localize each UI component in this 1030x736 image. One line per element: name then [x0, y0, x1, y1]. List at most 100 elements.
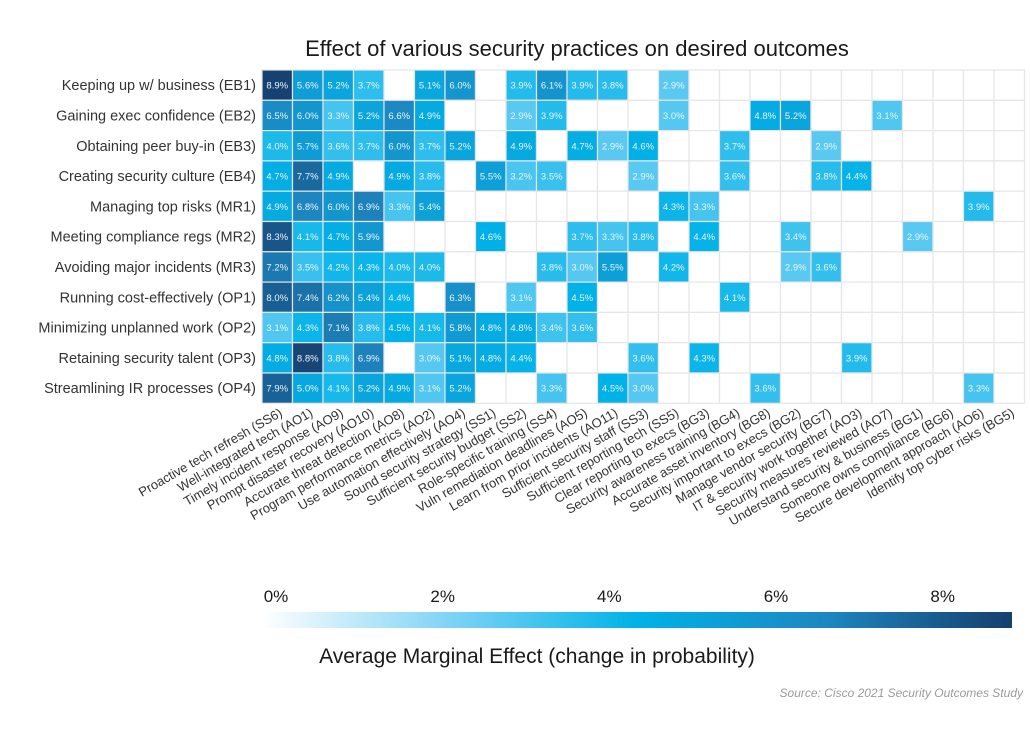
heatmap-cell [749, 342, 782, 374]
heatmap-cell [535, 251, 568, 283]
heatmap-cell [596, 372, 629, 404]
row-label: Managing top risks (MR1) [90, 199, 256, 215]
cell-value-label: 4.8% [480, 323, 502, 334]
cell-value-label: 4.0% [388, 262, 410, 273]
heatmap-cell [627, 190, 660, 223]
heatmap-cell [962, 281, 995, 314]
cell-value-label: 3.8% [632, 232, 654, 243]
cell-value-label: 3.9% [510, 81, 532, 92]
heatmap-cell [993, 99, 1026, 132]
heatmap-cell [566, 160, 599, 192]
heatmap-cell [535, 220, 568, 253]
heatmap-cell [901, 342, 934, 374]
heatmap-cell [688, 130, 721, 162]
cell-value-label: 5.1% [449, 353, 471, 364]
cell-value-label: 7.1% [327, 323, 349, 334]
heatmap-cell [352, 160, 385, 192]
cell-value-label: 3.6% [571, 323, 593, 334]
heatmap-cell [627, 99, 660, 132]
cell-value-label: 4.2% [327, 262, 349, 273]
heatmap-cell [596, 342, 629, 374]
heatmap-cell [810, 190, 843, 223]
heatmap-cell [444, 99, 477, 132]
cell-value-label: 6.9% [358, 353, 380, 364]
heatmap-cell [444, 69, 477, 101]
heatmap-cell [383, 99, 416, 132]
heatmap-cell [932, 311, 965, 344]
heatmap-cell [901, 69, 934, 101]
heatmap-cell [535, 99, 568, 132]
cell-value-label: 4.1% [297, 232, 319, 243]
heatmap-cell [962, 130, 995, 162]
heatmap-cell [840, 160, 873, 192]
heatmap-cell [749, 130, 782, 162]
heatmap-cell [749, 190, 782, 223]
heatmap-cell [779, 372, 812, 404]
heatmap-cell [993, 251, 1026, 283]
heatmap-cell [413, 220, 446, 253]
colorbar-tick-label: 6% [764, 587, 789, 606]
heatmap-cell [413, 99, 446, 132]
heatmap-cell [474, 99, 507, 132]
heatmap-cell [444, 190, 477, 223]
heatmap-cell [688, 190, 721, 223]
cell-value-label: 3.3% [388, 202, 410, 213]
heatmap-cell [535, 311, 568, 344]
heatmap-cell [535, 69, 568, 101]
heatmap-cell [627, 281, 660, 314]
heatmap-cell [657, 281, 690, 314]
cell-value-label: 4.3% [663, 202, 685, 213]
heatmap-cell [871, 69, 904, 101]
heatmap-cell [627, 251, 660, 283]
cell-value-label: 3.7% [358, 141, 380, 152]
heatmap-cell [566, 281, 599, 314]
cell-value-label: 6.5% [266, 111, 288, 122]
heatmap-cell [688, 251, 721, 283]
heatmap-cell [993, 372, 1026, 404]
cell-value-label: 4.9% [388, 384, 410, 395]
heatmap-cell [932, 160, 965, 192]
colorbar-tick-label: 2% [430, 587, 455, 606]
heatmap-cell [810, 69, 843, 101]
heatmap-cell [474, 190, 507, 223]
heatmap-cell [932, 372, 965, 404]
row-labels: Keeping up w/ business (EB1) Gaining exec… [38, 78, 256, 397]
cell-value-label: 4.4% [510, 353, 532, 364]
heatmap-cell [871, 130, 904, 162]
heatmap-cell [261, 160, 294, 192]
cell-value-label: 5.2% [358, 111, 380, 122]
heatmap-cell [261, 281, 294, 314]
cell-value-label: 4.5% [571, 293, 593, 304]
cell-value-label: 3.2% [510, 172, 532, 183]
cell-value-label: 5.5% [602, 262, 624, 273]
heatmap-cell [291, 281, 324, 314]
heatmap-cell [932, 342, 965, 374]
heatmap-cell [871, 251, 904, 283]
heatmap-cell [596, 220, 629, 253]
colorbar-tick-label: 8% [930, 587, 955, 606]
heatmap-cell [718, 69, 751, 101]
cell-value-label: 3.0% [632, 384, 654, 395]
cell-value-label: 7.7% [297, 172, 319, 183]
heatmap-cell [993, 220, 1026, 253]
heatmap-cell [901, 190, 934, 223]
heatmap-cell [688, 69, 721, 101]
heatmap-cell [413, 190, 446, 223]
source-note: Source: Cisco 2021 Security Outcomes Stu… [780, 686, 1024, 700]
cell-value-label: 3.4% [785, 232, 807, 243]
cell-value-label: 2.9% [632, 172, 654, 183]
cell-value-label: 3.3% [968, 384, 990, 395]
heatmap-cell [657, 190, 690, 223]
heatmap-cell [535, 342, 568, 374]
colorbar-tick-label: 4% [597, 587, 622, 606]
heatmap-cell [810, 130, 843, 162]
cell-value-label: 4.9% [266, 202, 288, 213]
heatmap-cell [505, 251, 538, 283]
colorbar-gradient [262, 612, 1012, 628]
row-label: Obtaining peer buy-in (EB3) [76, 139, 256, 155]
cell-value-label: 5.2% [449, 141, 471, 152]
heatmap-cell [840, 190, 873, 223]
heatmap-cell [657, 99, 690, 132]
heatmap-cell [810, 220, 843, 253]
heatmap-cell [505, 281, 538, 314]
